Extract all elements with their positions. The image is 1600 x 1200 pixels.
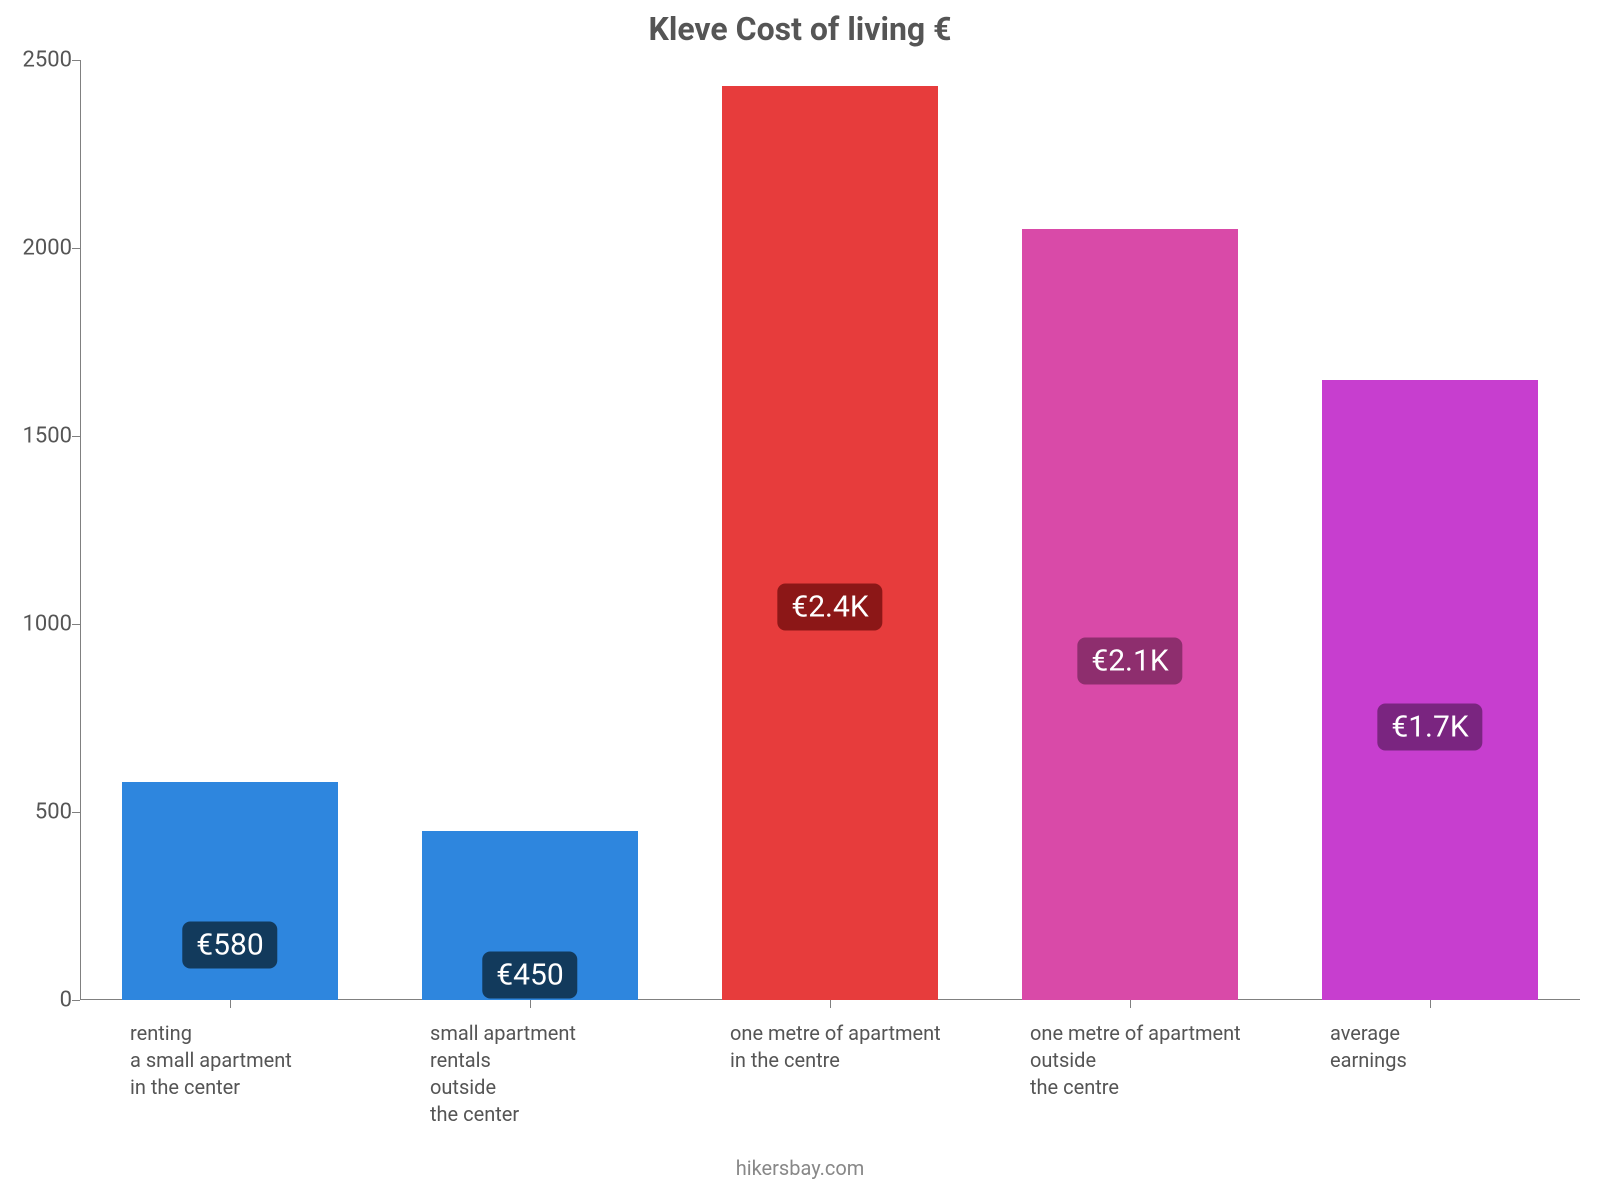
x-tick: [1130, 1000, 1131, 1008]
x-tick: [230, 1000, 231, 1008]
x-category-label: renting a small apartment in the center: [130, 1020, 292, 1101]
x-tick: [830, 1000, 831, 1008]
bar-value-badge: €580: [182, 922, 277, 969]
x-category-label: one metre of apartment in the centre: [730, 1020, 941, 1074]
y-tick-label: 1000: [10, 612, 72, 637]
y-tick-label: 2000: [10, 236, 72, 261]
y-tick: [72, 248, 80, 249]
x-tick: [1430, 1000, 1431, 1008]
y-tick: [72, 812, 80, 813]
y-tick-label: 0: [10, 988, 72, 1013]
y-tick-label: 2500: [10, 48, 72, 73]
x-category-label: small apartment rentals outside the cent…: [430, 1020, 576, 1128]
bar: [1322, 380, 1538, 1000]
x-tick: [530, 1000, 531, 1008]
y-tick-label: 1500: [10, 424, 72, 449]
y-axis: [80, 60, 81, 1000]
y-tick: [72, 436, 80, 437]
bar-value-badge: €450: [482, 951, 577, 998]
x-category-label: average earnings: [1330, 1020, 1407, 1074]
bar-value-badge: €2.4K: [777, 584, 882, 631]
cost-of-living-chart: Kleve Cost of living € 05001000150020002…: [0, 0, 1600, 1200]
bar-value-badge: €2.1K: [1077, 637, 1182, 684]
chart-title: Kleve Cost of living €: [0, 10, 1600, 48]
y-tick: [72, 624, 80, 625]
bar-value-badge: €1.7K: [1377, 704, 1482, 751]
y-tick: [72, 1000, 80, 1001]
bar: [722, 86, 938, 1000]
bar: [1022, 229, 1238, 1000]
y-tick: [72, 60, 80, 61]
x-category-label: one metre of apartment outside the centr…: [1030, 1020, 1241, 1101]
plot-area: 05001000150020002500€580renting a small …: [80, 60, 1580, 1000]
attribution: hikersbay.com: [0, 1156, 1600, 1180]
y-tick-label: 500: [10, 800, 72, 825]
